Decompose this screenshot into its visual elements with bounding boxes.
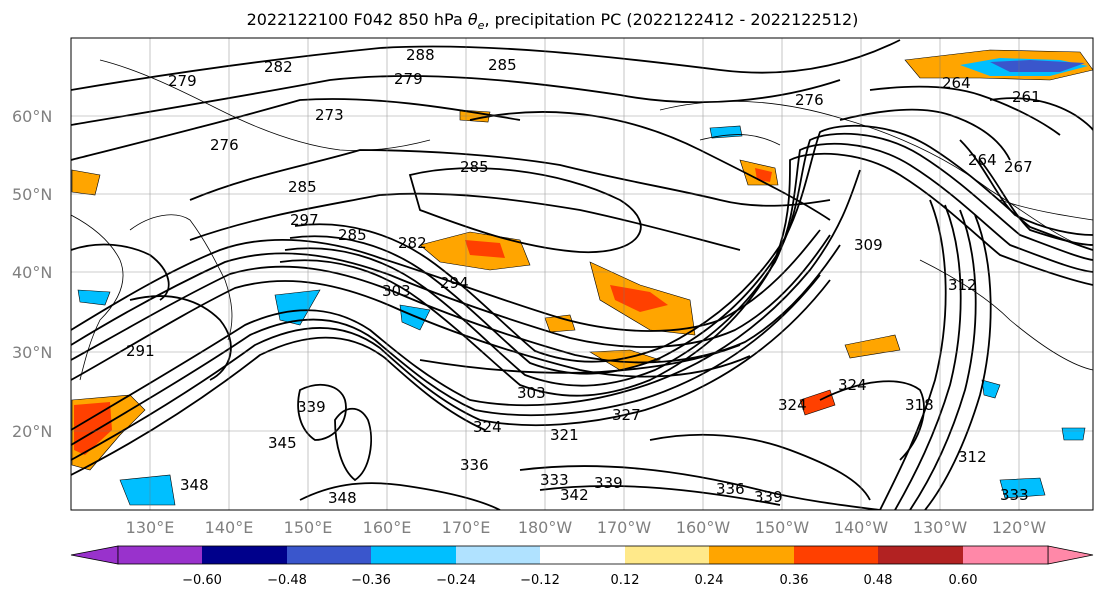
colorbar-tick-label: 0.48 <box>864 573 893 588</box>
contour-label: 264 <box>968 151 997 169</box>
contour-label: 339 <box>594 474 623 492</box>
chart-title: 2022122100 F042 850 hPa θe, precipitatio… <box>246 10 859 33</box>
lon-label: 120°W <box>992 518 1047 537</box>
contour-label: 312 <box>958 448 987 466</box>
contour-label: 324 <box>838 376 867 394</box>
lon-label: 150°W <box>755 518 810 537</box>
colorbar-tick-label: 0.24 <box>695 573 724 588</box>
colorbar-frame <box>117 545 1049 565</box>
lon-label: 130°W <box>913 518 968 537</box>
contour-label: 279 <box>168 72 197 90</box>
colorbar-segment <box>371 546 456 564</box>
lat-labels: 60°N 50°N 40°N 30°N 20°N <box>12 107 52 441</box>
contour-label: 297 <box>290 211 319 229</box>
lon-labels: 130°E 140°E 150°E 160°E 170°E 180°W 170°… <box>126 518 1047 537</box>
contour-label: 342 <box>560 486 589 504</box>
lon-label: 180°W <box>518 518 573 537</box>
contour-label: 321 <box>550 426 579 444</box>
graticule <box>71 38 1093 510</box>
contour-label: 264 <box>942 74 971 92</box>
map-frame <box>70 37 1094 511</box>
contour-label: 279 <box>394 70 423 88</box>
lon-label: 160°W <box>676 518 731 537</box>
contour-label: 303 <box>382 282 411 300</box>
colorbar-segment <box>456 546 540 564</box>
contour-label: 348 <box>328 489 357 507</box>
colorbar-segment <box>287 546 371 564</box>
lat-label: 60°N <box>12 107 52 126</box>
contour-label: 333 <box>1000 486 1029 504</box>
contour-label: 312 <box>948 276 977 294</box>
colorbar-segment <box>540 546 625 564</box>
colorbar-tick-label: 0.12 <box>611 573 640 588</box>
contour-label: 324 <box>473 418 502 436</box>
contour-label: 345 <box>268 434 297 452</box>
colorbar-extend-right <box>1047 545 1094 565</box>
contour-label: 276 <box>210 136 239 154</box>
colorbar-segment <box>963 546 1048 564</box>
contour-label: 309 <box>854 236 883 254</box>
contour-label: 339 <box>297 398 326 416</box>
contour-label: 267 <box>1004 158 1033 176</box>
contour-label: 276 <box>795 91 824 109</box>
colorbar-tick-label: 0.60 <box>949 573 978 588</box>
colorbar-segment <box>202 546 287 564</box>
precip-shading <box>71 49 1093 506</box>
colorbar-segment <box>794 546 878 564</box>
colorbar-tick-label: −0.48 <box>267 573 307 588</box>
lon-label: 150°E <box>284 518 333 537</box>
contour-label: 333 <box>540 471 569 489</box>
lat-label: 20°N <box>12 422 52 441</box>
lon-label: 130°E <box>126 518 175 537</box>
contour-label: 288 <box>406 46 435 64</box>
contour-label: 294 <box>440 274 469 292</box>
lat-label: 30°N <box>12 343 52 362</box>
contour-label: 348 <box>180 476 209 494</box>
lat-label: 50°N <box>12 185 52 204</box>
contour-label: 303 <box>517 384 546 402</box>
colorbar: −0.60 −0.48 −0.36 −0.24 −0.12 0.12 0.24 … <box>70 545 1094 588</box>
lon-label: 160°E <box>363 518 412 537</box>
colorbar-segment <box>625 546 709 564</box>
contour-labels: 288 282 279 285 279 276 276 273 285 285 … <box>126 46 1041 507</box>
contour-label: 273 <box>315 106 344 124</box>
colorbar-segment <box>709 546 794 564</box>
colorbar-tick-label: 0.36 <box>780 573 809 588</box>
lon-label: 140°E <box>205 518 254 537</box>
contour-label: 318 <box>905 396 934 414</box>
contour-label: 282 <box>264 58 293 76</box>
contour-label: 285 <box>460 158 489 176</box>
colorbar-tick-label: −0.24 <box>436 573 476 588</box>
colorbar-extend-left <box>70 545 119 565</box>
map-area: 288 282 279 285 279 276 276 273 285 285 … <box>71 38 1093 510</box>
colorbar-segment <box>118 546 202 564</box>
lon-label: 140°W <box>834 518 889 537</box>
colorbar-ticks: −0.60 −0.48 −0.36 −0.24 −0.12 0.12 0.24 … <box>182 573 977 588</box>
contour-label: 282 <box>398 234 427 252</box>
colorbar-tick-label: −0.12 <box>520 573 560 588</box>
colorbar-tick-label: −0.60 <box>182 573 222 588</box>
contour-label: 336 <box>716 480 745 498</box>
contour-label: 261 <box>1012 88 1041 106</box>
contour-label: 285 <box>288 178 317 196</box>
colorbar-tick-label: −0.36 <box>351 573 391 588</box>
colorbar-segment <box>878 546 963 564</box>
contour-label: 285 <box>488 56 517 74</box>
contour-label: 324 <box>778 396 807 414</box>
lon-label: 170°W <box>597 518 652 537</box>
lon-label: 170°E <box>442 518 491 537</box>
contour-label: 336 <box>460 456 489 474</box>
lat-label: 40°N <box>12 263 52 282</box>
contour-label: 291 <box>126 342 155 360</box>
contour-label: 285 <box>338 226 367 244</box>
contour-label: 327 <box>612 406 641 424</box>
coastlines <box>71 59 1093 381</box>
contour-label: 339 <box>754 488 783 506</box>
